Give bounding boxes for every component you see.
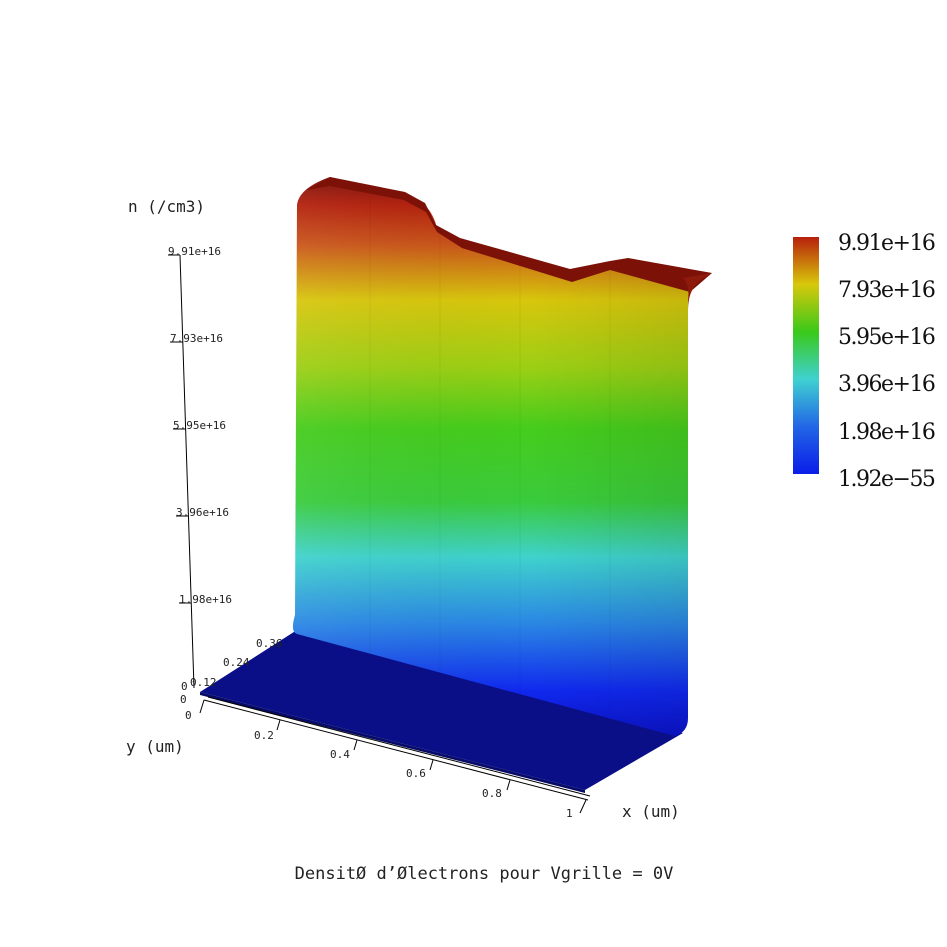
- surface-seams: [369, 195, 611, 715]
- z-tick-label: 5.95e+16: [173, 419, 226, 432]
- surface-floor: [200, 630, 683, 790]
- surface-right-flange: [683, 273, 712, 310]
- y-tick-label: 0: [180, 693, 187, 706]
- z-tick-label: 7.93e+16: [170, 332, 223, 345]
- surface-floor-edge: [200, 692, 585, 793]
- z-axis-ticks: [168, 254, 191, 604]
- x-tick-label: 1: [566, 807, 573, 820]
- x-axis-line: [203, 699, 589, 801]
- x-tick-label: 0.6: [406, 767, 426, 780]
- y-axis-title: y (um): [126, 737, 184, 756]
- z-tick-label: 3.96e+16: [176, 506, 229, 519]
- colorbar: [793, 237, 819, 474]
- x-tick-label: 0.8: [482, 787, 502, 800]
- z-axis-line: [179, 254, 195, 689]
- y-tick-label: 0.24: [223, 656, 250, 669]
- colorbar-label: 1.98e+16: [838, 420, 935, 445]
- x-axis-title: x (um): [622, 802, 680, 821]
- colorbar-label: 1.92e−55: [838, 467, 935, 492]
- surface-wall-shading: [292, 177, 690, 736]
- x-axis-line-inner: [207, 696, 591, 797]
- colorbar-label: 7.93e+16: [838, 278, 935, 303]
- z-tick-label: 0: [181, 680, 188, 693]
- z-axis-title: n (/cm3): [128, 197, 205, 216]
- z-tick-label: 1.98e+16: [179, 593, 232, 606]
- x-tick-label: 0.4: [330, 748, 350, 761]
- x-axis-ticks: [199, 699, 587, 814]
- z-tick-label: 9.91e+16: [168, 245, 221, 258]
- colorbar-label: 5.95e+16: [838, 325, 935, 350]
- chart-title: DensitØ d’Ølectrons pour Vgrille = 0V: [295, 864, 674, 884]
- y-tick-label: 0.12: [190, 676, 217, 689]
- x-tick-label: 0: [185, 709, 192, 722]
- y-tick-label: 0.36: [256, 637, 283, 650]
- surface-top-ridge: [306, 177, 712, 292]
- colorbar-label: 3.96e+16: [838, 372, 935, 397]
- colorbar-label: 9.91e+16: [838, 231, 935, 256]
- x-tick-label: 0.2: [254, 729, 274, 742]
